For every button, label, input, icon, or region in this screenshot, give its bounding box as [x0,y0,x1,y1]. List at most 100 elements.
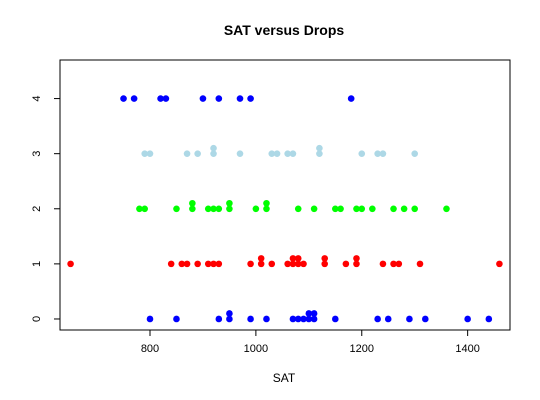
y-tick-label: 3 [31,151,43,157]
data-point [215,315,223,323]
data-point [284,150,291,157]
data-point [289,260,297,268]
data-point [204,205,212,213]
data-point [210,260,217,268]
data-point [67,260,74,268]
data-point [199,95,207,102]
data-point [289,315,297,323]
data-point [316,144,323,152]
data-point [289,255,297,262]
data-point [464,315,471,323]
data-point [257,255,265,262]
data-point [379,260,387,268]
data-point [358,150,366,157]
data-points [67,95,503,323]
data-point [374,150,381,157]
data-point [226,205,233,213]
data-point [395,260,403,268]
data-point [268,150,276,157]
data-point [310,310,318,317]
data-point [173,205,180,213]
data-point [284,260,291,268]
data-point [331,205,339,213]
data-point [226,199,233,207]
data-point [337,205,344,213]
x-tick-label: 1000 [244,343,268,355]
data-point [167,260,175,268]
data-point [342,260,350,268]
data-point [485,315,493,323]
x-axis-label: SAT [273,371,296,385]
data-point [215,95,223,102]
y-tick-label: 2 [31,206,43,212]
data-point [294,255,302,262]
data-point [331,315,339,323]
data-point [421,315,429,323]
data-point [305,315,313,323]
data-point [226,310,233,317]
data-point [210,150,217,157]
data-point [226,315,233,323]
data-point [215,260,223,268]
data-point [173,315,180,323]
data-point [369,205,376,213]
data-point [443,205,450,213]
data-point [384,315,392,323]
data-point [183,260,191,268]
data-point [310,205,318,213]
data-point [316,150,323,157]
data-point [210,144,217,152]
data-point [390,260,397,268]
data-point [411,150,419,157]
chart-title: SAT versus Drops [224,22,345,38]
data-point [247,260,254,268]
data-point [215,205,223,213]
data-point [141,205,149,213]
data-point [273,150,281,157]
data-point [390,205,397,213]
data-point [496,260,503,268]
data-point [400,205,408,213]
data-point [236,95,244,102]
data-point [353,205,360,213]
data-point [183,150,191,157]
data-point [374,315,381,323]
data-point [194,260,201,268]
y-tick-label: 0 [31,316,43,322]
x-tick-label: 1200 [350,343,374,355]
data-point [263,315,270,323]
x-axis: 800 1000 1200 1400 [141,330,480,355]
data-point [321,260,329,268]
data-point [157,95,164,102]
data-point [268,260,276,268]
data-point [353,260,360,268]
data-point [141,150,149,157]
data-point [162,95,170,102]
data-point [130,95,138,102]
data-point [300,315,307,323]
y-tick-label: 4 [31,96,43,102]
data-point [353,255,360,262]
x-tick-label: 1400 [455,343,479,355]
data-point [189,205,196,213]
data-point [321,255,329,262]
data-point [210,205,217,213]
data-point [247,315,254,323]
data-point [194,150,201,157]
data-point [289,150,297,157]
data-point [411,205,419,213]
y-tick-label: 1 [31,261,43,267]
data-point [247,95,254,102]
data-point [406,315,413,323]
data-point [146,150,154,157]
data-point [136,205,143,213]
data-point [236,150,244,157]
data-point [263,205,270,213]
data-point [204,260,212,268]
data-point [263,199,270,207]
data-point [300,260,307,268]
y-axis: 0 1 2 3 4 [31,96,60,322]
data-point [294,260,302,268]
data-point [178,260,186,268]
